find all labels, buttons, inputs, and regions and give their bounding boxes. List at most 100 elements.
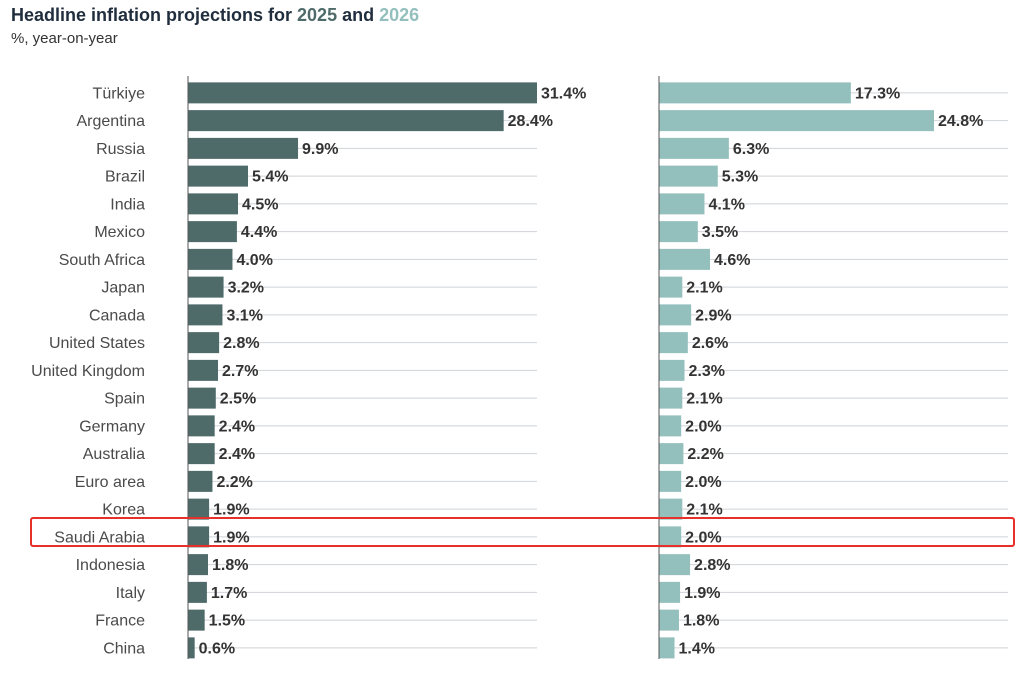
value-label-2026-india: 4.1% <box>708 196 744 213</box>
bar-2026-france <box>659 609 679 631</box>
country-label-indonesia: Indonesia <box>76 557 145 574</box>
value-label-2026-united-states: 2.6% <box>692 335 728 352</box>
bar-2025-france <box>188 609 205 631</box>
bar-2026-china <box>659 637 675 659</box>
bar-2025-t-rkiye <box>188 82 537 104</box>
country-label-spain: Spain <box>104 391 145 408</box>
value-label-2025-spain: 2.5% <box>220 391 256 408</box>
value-label-2026-japan: 2.1% <box>686 280 722 297</box>
country-label-korea: Korea <box>102 502 145 519</box>
value-label-2026-indonesia: 2.8% <box>694 557 730 574</box>
country-label-mexico: Mexico <box>94 224 145 241</box>
bar-2026-canada <box>659 304 692 326</box>
title-prefix: Headline inflation projections for <box>11 5 298 25</box>
bar-2026-india <box>659 193 705 215</box>
country-label-united-states: United States <box>49 335 145 352</box>
bar-2025-canada <box>188 304 223 326</box>
chart-title: Headline inflation projections for 2025 … <box>11 5 419 26</box>
value-label-2025-germany: 2.4% <box>219 418 255 435</box>
country-label-united-kingdom: United Kingdom <box>31 363 145 380</box>
title-year-2026: 2026 <box>379 5 420 25</box>
value-label-2025-france: 1.5% <box>209 613 245 630</box>
bar-2025-japan <box>188 276 224 298</box>
country-label-italy: Italy <box>116 585 145 602</box>
country-label-australia: Australia <box>83 446 145 463</box>
title-year-2025: 2025 <box>297 5 338 25</box>
title-mid: and <box>337 5 380 25</box>
country-label-france: France <box>95 613 145 630</box>
bar-2025-brazil <box>188 165 249 187</box>
bars <box>188 82 934 659</box>
value-label-2026-russia: 6.3% <box>733 141 769 158</box>
value-label-2025-australia: 2.4% <box>219 446 255 463</box>
bar-2025-china <box>188 637 195 659</box>
value-label-2025-china: 0.6% <box>199 640 235 657</box>
value-label-2025-saudi-arabia: 1.9% <box>213 529 249 546</box>
value-label-2025-italy: 1.7% <box>211 585 247 602</box>
value-label-2025-russia: 9.9% <box>302 141 338 158</box>
bar-2026-spain <box>659 387 683 409</box>
value-label-2025-canada: 3.1% <box>226 307 262 324</box>
bar-2025-spain <box>188 387 216 409</box>
bar-2026-argentina <box>659 110 934 132</box>
labels: Türkiye 31.4% 17.3% Argentina 28.4% 24.8% Russ… <box>31 85 983 657</box>
country-label-china: China <box>103 640 145 657</box>
country-label-russia: Russia <box>96 141 145 158</box>
country-label-brazil: Brazil <box>105 169 145 186</box>
bar-2025-australia <box>188 443 215 465</box>
bar-2026-italy <box>659 581 681 603</box>
bar-2025-united-states <box>188 332 220 354</box>
bar-2026-t-rkiye <box>659 82 851 104</box>
bar-2025-south-africa <box>188 248 233 270</box>
bar-2025-euro-area <box>188 470 213 492</box>
bar-2026-australia <box>659 443 684 465</box>
country-label-canada: Canada <box>89 307 145 324</box>
bar-2025-russia <box>188 137 299 159</box>
country-label-t-rkiye: Türkiye <box>93 85 146 102</box>
value-label-2025-argentina: 28.4% <box>508 113 553 130</box>
bar-2025-korea <box>188 498 210 520</box>
bar-2026-brazil <box>659 165 718 187</box>
country-label-india: India <box>110 196 145 213</box>
value-label-2026-brazil: 5.3% <box>722 169 758 186</box>
bar-2025-mexico <box>188 221 237 243</box>
value-label-2025-euro-area: 2.2% <box>216 474 252 491</box>
bar-2026-south-africa <box>659 248 711 270</box>
value-label-2026-saudi-arabia: 2.0% <box>685 529 721 546</box>
value-label-2026-euro-area: 2.0% <box>685 474 721 491</box>
country-label-argentina: Argentina <box>77 113 146 130</box>
bar-2026-germany <box>659 415 682 437</box>
country-label-japan: Japan <box>101 280 145 297</box>
bar-2026-united-kingdom <box>659 359 685 381</box>
bar-2025-india <box>188 193 239 215</box>
bar-2025-saudi-arabia <box>188 526 210 548</box>
country-label-germany: Germany <box>79 418 145 435</box>
bar-2025-italy <box>188 581 207 603</box>
value-label-2025-korea: 1.9% <box>213 502 249 519</box>
value-label-2026-argentina: 24.8% <box>938 113 983 130</box>
value-label-2026-united-kingdom: 2.3% <box>689 363 725 380</box>
value-label-2026-australia: 2.2% <box>687 446 723 463</box>
bar-2026-united-states <box>659 332 688 354</box>
gridlines <box>188 92 1008 649</box>
country-label-saudi-arabia: Saudi Arabia <box>54 529 145 546</box>
bar-2026-euro-area <box>659 470 682 492</box>
value-label-2025-japan: 3.2% <box>228 280 264 297</box>
bar-2026-korea <box>659 498 683 520</box>
value-label-2026-canada: 2.9% <box>695 307 731 324</box>
bar-2026-russia <box>659 137 729 159</box>
bar-2025-germany <box>188 415 215 437</box>
country-label-south-africa: South Africa <box>59 252 145 269</box>
value-label-2025-mexico: 4.4% <box>241 224 277 241</box>
value-label-2026-t-rkiye: 17.3% <box>855 85 900 102</box>
value-label-2025-south-africa: 4.0% <box>236 252 272 269</box>
bar-2025-argentina <box>188 110 504 132</box>
bar-2026-mexico <box>659 221 698 243</box>
value-label-2025-united-states: 2.8% <box>223 335 259 352</box>
value-label-2026-korea: 2.1% <box>686 502 722 519</box>
value-label-2026-china: 1.4% <box>679 640 715 657</box>
axes <box>187 76 660 659</box>
value-label-2026-italy: 1.9% <box>684 585 720 602</box>
value-label-2026-south-africa: 4.6% <box>714 252 750 269</box>
